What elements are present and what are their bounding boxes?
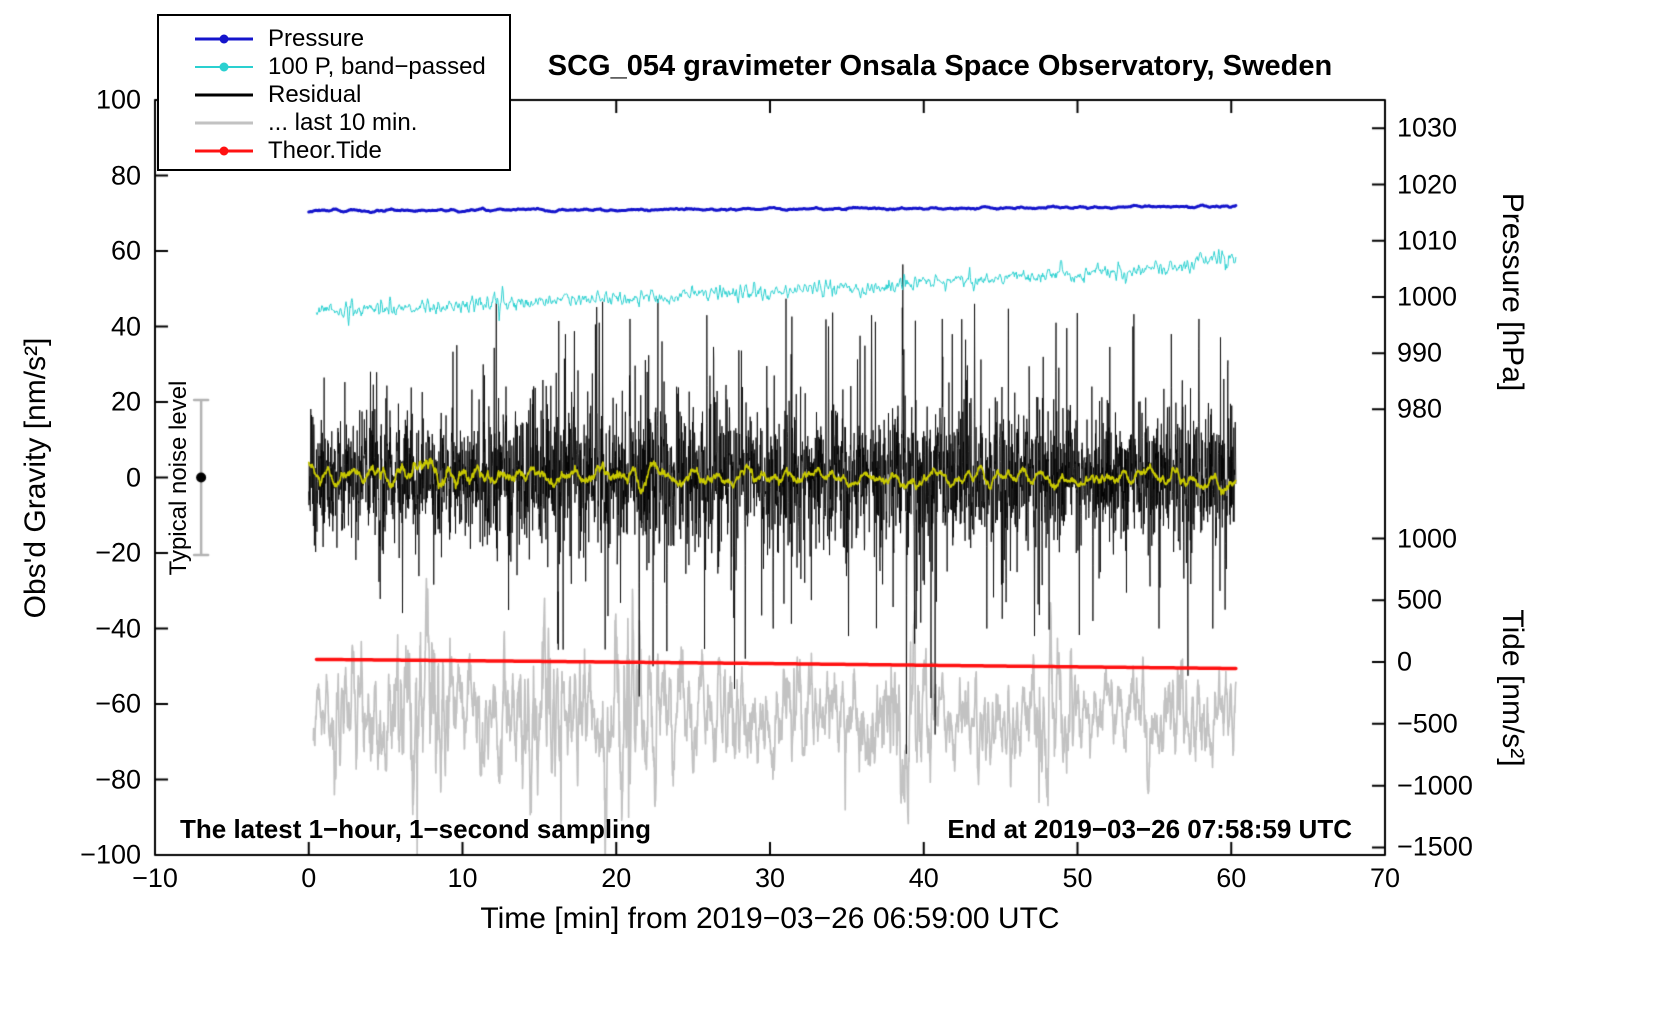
x-axis-label: Time [min] from 2019−03−26 06:59:00 UTC (480, 902, 1060, 935)
noise-level-label: Typical noise level (165, 380, 192, 576)
y-axis-label-pressure: Pressure [hPa] (1496, 192, 1529, 392)
tick-label-pressure-1020: 1020 (1397, 169, 1458, 200)
tick-label-tide-500: 500 (1397, 584, 1443, 615)
legend-item-theor-tide: Theor.Tide (195, 137, 509, 165)
legend: Pressure 100 P, band−passed Residual... la… (157, 14, 511, 171)
tick-label-time-50: 50 (1062, 863, 1093, 893)
tick-label-gravity-neg80: −80 (95, 764, 141, 794)
legend-item-label: ... last 10 min. (268, 109, 418, 136)
tick-label-time-10: 10 (447, 863, 478, 893)
tick-label-time-60: 60 (1216, 863, 1247, 893)
tick-label-time-0: 0 (301, 863, 317, 893)
tick-label-tide-neg1500: −1500 (1397, 831, 1473, 862)
tick-label-pressure-980: 980 (1397, 393, 1443, 424)
legend-sample-last-10-min (195, 109, 253, 137)
tick-label-time-neg10: −10 (132, 863, 178, 893)
tick-label-tide-neg1000: −1000 (1397, 770, 1473, 801)
tick-label-gravity-100: 100 (95, 84, 141, 115)
legend-sample-pressure (195, 25, 253, 53)
tick-label-gravity-20: 20 (110, 386, 141, 417)
tick-label-time-30: 30 (754, 863, 786, 893)
tick-label-gravity-60: 60 (110, 235, 141, 266)
tick-label-tide-0: 0 (1397, 646, 1413, 677)
annotation-sampling: The latest 1−hour, 1−second sampling (180, 814, 652, 844)
tick-label-pressure-1000: 1000 (1397, 281, 1458, 312)
legend-line-icon (195, 121, 253, 125)
tick-label-gravity-80: 80 (110, 160, 141, 190)
legend-line-icon (195, 93, 253, 97)
tick-label-tide-neg500: −500 (1397, 708, 1458, 739)
tick-label-time-40: 40 (908, 863, 939, 893)
legend-item-label: Residual (268, 81, 362, 108)
tick-label-time-20: 20 (601, 863, 632, 893)
tick-label-gravity-neg100: −100 (80, 839, 141, 870)
tick-label-pressure-1030: 1030 (1397, 112, 1458, 143)
tick-label-gravity-0: 0 (125, 462, 141, 492)
legend-item-100-p-band-passed: 100 P, band−passed (195, 53, 509, 81)
legend-item-pressure: Pressure (195, 25, 509, 53)
legend-item-label: 100 P, band−passed (268, 53, 486, 80)
legend-marker-dot-icon (219, 34, 229, 44)
tick-label-gravity-neg60: −60 (95, 688, 141, 719)
legend-item-residual: Residual (195, 81, 509, 109)
tick-label-gravity-neg40: −40 (95, 613, 141, 643)
tick-label-time-70: 70 (1369, 863, 1401, 893)
legend-sample-residual (195, 81, 253, 109)
legend-marker-dot-icon (219, 146, 229, 156)
tick-label-pressure-990: 990 (1397, 337, 1443, 368)
chart-title: SCG_054 gravimeter Onsala Space Observat… (547, 50, 1333, 82)
annotation-end-time: End at 2019−03−26 07:58:59 UTC (947, 814, 1352, 844)
legend-sample-theor-tide (195, 137, 253, 165)
tick-label-gravity-neg20: −20 (95, 537, 141, 568)
legend-item-label: Pressure (268, 25, 365, 52)
legend-marker-dot-icon (219, 62, 229, 72)
legend-item-label: Theor.Tide (268, 137, 382, 164)
legend-item-last-10-min: ... last 10 min. (195, 109, 509, 137)
y-axis-label-tide: Tide [nm/s²] (1496, 609, 1529, 767)
tick-label-pressure-1010: 1010 (1397, 225, 1458, 256)
y-axis-label-gravity: Obs'd Gravity [nm/s²] (19, 337, 52, 619)
tick-label-tide-1000: 1000 (1397, 523, 1458, 554)
tick-label-gravity-40: 40 (110, 311, 141, 341)
legend-sample-100-p-band-passed (195, 53, 253, 81)
